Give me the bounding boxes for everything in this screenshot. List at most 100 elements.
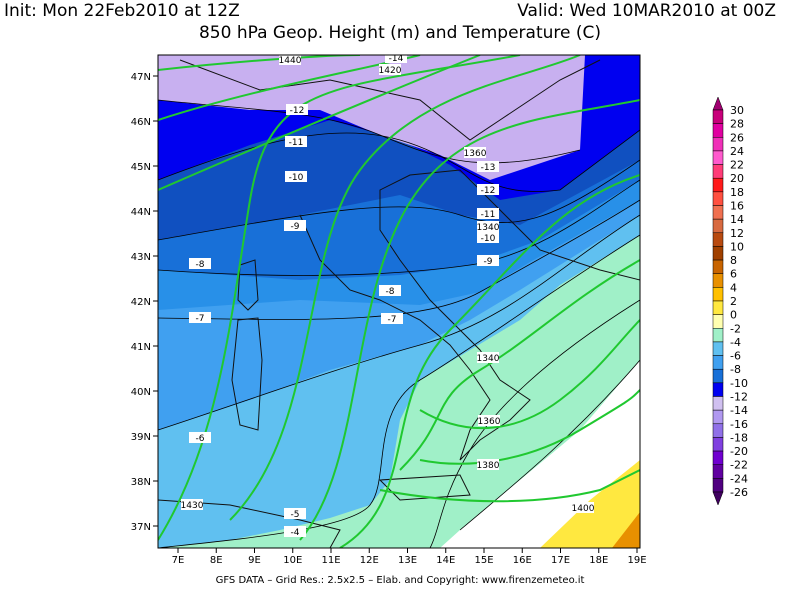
contour (158, 214, 640, 431)
contour-label: 1440 (279, 56, 302, 66)
contour (399, 259, 640, 471)
contour-label: -9 (291, 222, 300, 232)
contour-label: -13 (481, 163, 496, 173)
contour (299, 99, 640, 541)
colorbar-box (712, 191, 724, 206)
lon-label: 18E (589, 555, 608, 566)
label-bg (385, 55, 407, 63)
lat-label: 43N (131, 252, 151, 263)
lon-label: 11E (321, 555, 340, 566)
colorbar-label: -14 (730, 404, 748, 417)
colorbar-label: -10 (730, 377, 748, 390)
init-time: Init: Mon 22Feb2010 at 12Z (4, 1, 240, 21)
contour (158, 99, 581, 164)
colorbar-box (712, 478, 724, 493)
contour-label: -8 (196, 260, 205, 270)
contour-label: -7 (388, 315, 397, 325)
colorbar-label: -6 (730, 350, 741, 363)
colorbar-box (712, 355, 724, 370)
colorbar-label: 18 (730, 186, 744, 199)
lat-label: 37N (131, 522, 151, 533)
contour-label: -5 (291, 510, 300, 520)
band (612, 512, 640, 548)
contour-labels: -14 1420 1440 -12 -11 -10 -9 -8 -7 -6 -5 -4 1360 -13 -… (181, 54, 595, 538)
temperature-contours (158, 99, 640, 548)
colorbar-box (712, 205, 724, 220)
colorbar-box (712, 259, 724, 274)
lat-label: 40N (131, 387, 151, 398)
contour (419, 319, 640, 430)
contour-label: 1360 (464, 149, 487, 159)
colorbar-label: -26 (730, 486, 748, 499)
coast (299, 169, 640, 461)
colorbar-label: -2 (730, 322, 741, 335)
contour-label: -8 (386, 287, 395, 297)
colorbar-label: 4 (730, 281, 737, 294)
contour (158, 129, 640, 192)
contour-label: -7 (196, 314, 205, 324)
label-bg (284, 220, 306, 231)
label-bg (284, 508, 306, 519)
colorbar-box (712, 218, 724, 234)
colorbar-label: 2 (730, 295, 737, 308)
colorbar-label: -4 (730, 336, 741, 349)
colorbar-label: 0 (730, 309, 737, 322)
contour (379, 469, 640, 503)
colorbar-label: 22 (730, 159, 744, 172)
colorbar-label: 8 (730, 254, 737, 267)
contour-label: 1340 (477, 354, 500, 364)
colorbar-box (712, 368, 724, 384)
label-bg (379, 285, 401, 296)
contour (429, 299, 640, 548)
footer: GFS DATA – Grid Res.: 2.5x2.5 – Elab. an… (216, 575, 585, 586)
colorbar-box (712, 300, 724, 315)
colorbar-label: 16 (730, 200, 744, 213)
colorbar: 302826242220181614121086420-2-4-6-8-10-1… (712, 96, 748, 506)
contour-label: -14 (389, 54, 404, 64)
colorbar-box (712, 137, 724, 152)
colorbar-box (712, 437, 724, 452)
colorbar-label: 28 (730, 118, 744, 131)
height-contours (158, 55, 640, 548)
lon-label: 14E (436, 555, 455, 566)
map-title: 850 hPa Geop. Height (m) and Temperature… (199, 23, 601, 43)
colorbar-label: 14 (730, 213, 744, 226)
colorbar-box (712, 164, 724, 179)
axes: 47N 46N 45N 44N 43N 42N 41N 40N 39N 38N 37N 7E 8E 9E 1… (131, 72, 647, 566)
colorbar-box (712, 109, 724, 124)
colorbar-box (712, 150, 724, 165)
valid-time: Valid: Wed 10MAR2010 at 00Z (517, 1, 776, 21)
lon-label: 9E (248, 555, 261, 566)
label-bg (477, 221, 499, 232)
label-bg (477, 208, 499, 219)
lon-label: 13E (398, 555, 417, 566)
colorbar-box (712, 450, 724, 465)
lon-label: 16E (513, 555, 532, 566)
colorbar-box (712, 341, 724, 356)
label-bg (572, 502, 594, 513)
colorbar-box (712, 409, 724, 425)
lat-label: 41N (131, 342, 151, 353)
colorbar-arrow (712, 491, 724, 506)
colorbar-label: 20 (730, 172, 744, 185)
colorbar-box (712, 287, 724, 302)
colorbar-label: -16 (730, 418, 748, 431)
label-bg (181, 499, 203, 510)
label-bg (189, 432, 211, 443)
label-bg (477, 352, 499, 363)
lon-label: 19E (627, 555, 646, 566)
colorbar-box (712, 328, 724, 343)
contour (459, 359, 640, 531)
colorbar-label: -8 (730, 363, 741, 376)
lon-label: 17E (551, 555, 570, 566)
contour-label: -4 (291, 528, 300, 538)
colorbar-box (712, 314, 724, 329)
colorbar-label: -20 (730, 445, 748, 458)
colorbar-box (712, 246, 724, 261)
colorbar-box (712, 177, 724, 193)
colorbar-label: 26 (730, 131, 744, 144)
label-bg (279, 55, 301, 65)
contour (339, 174, 640, 548)
label-bg (477, 161, 499, 172)
